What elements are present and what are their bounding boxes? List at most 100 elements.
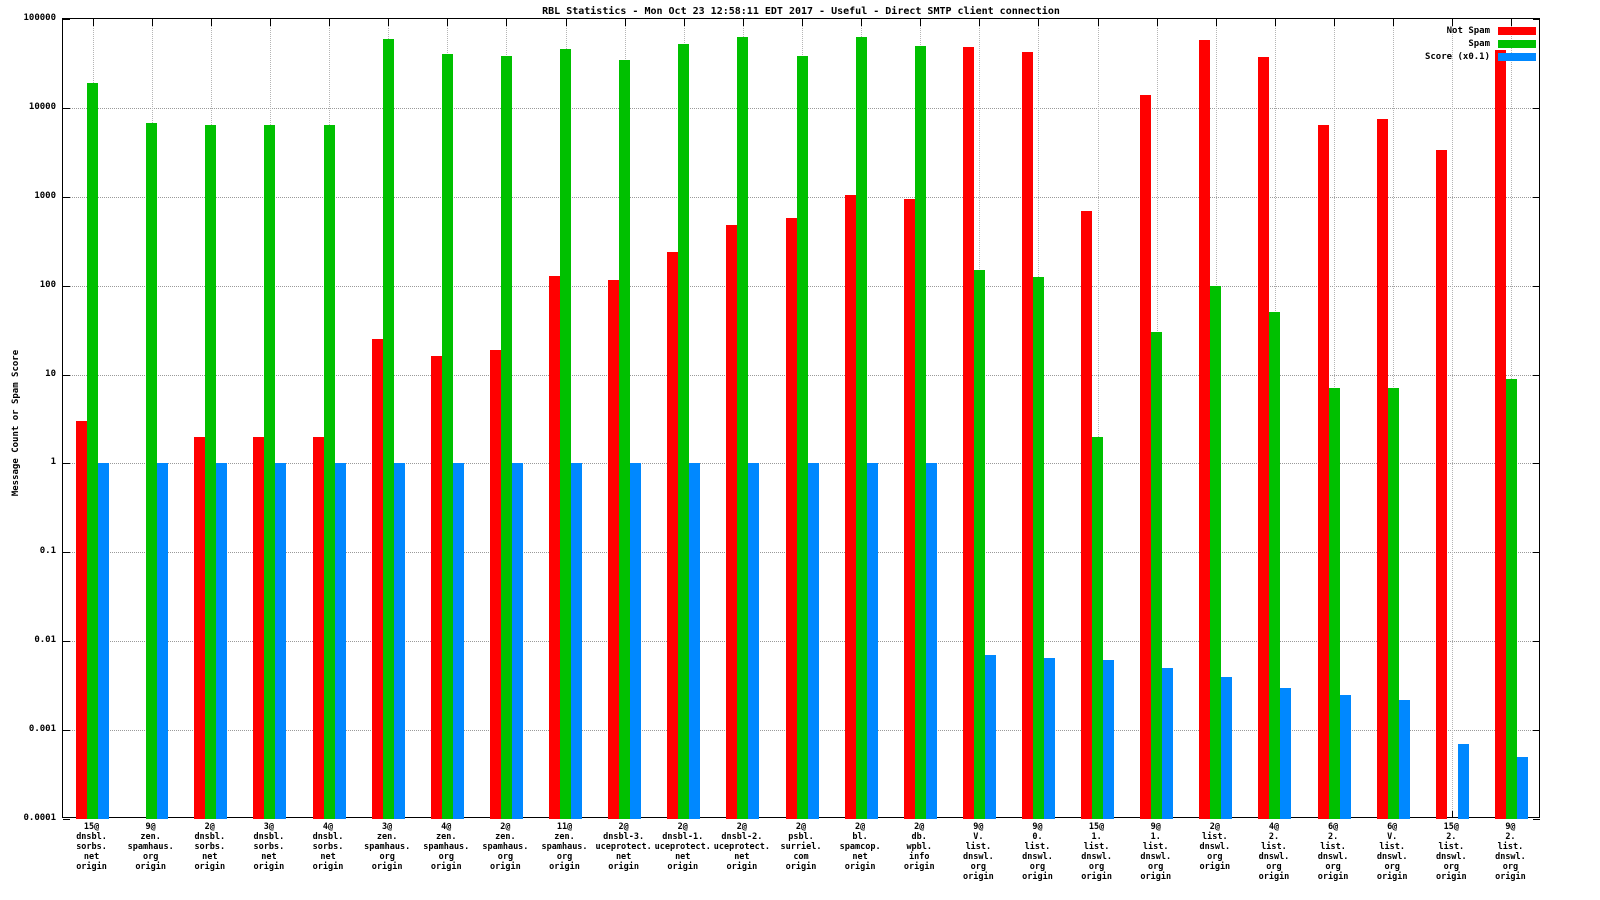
bar-score-x0-1-13 [866,463,878,819]
x-tick-mark [1274,19,1276,26]
bar-not-spam-7 [489,349,501,819]
bar-spam-15 [973,270,985,819]
bar-spam-21 [1328,388,1340,819]
y-tick-mark [63,285,70,287]
bar-not-spam-14 [903,198,915,819]
x-tick-mark [1038,19,1040,26]
x-category-label: 9@ 0. list. dnswl. org origin [1022,822,1053,883]
bar-not-spam-3 [253,436,265,819]
y-tick-mark [1533,819,1540,820]
y-tick-mark [63,819,70,820]
bar-score-x0-1-16 [1043,657,1055,819]
bar-spam-19 [1210,285,1222,819]
bar-not-spam-2 [194,436,206,819]
bar-score-x0-1-12 [807,463,819,819]
x-gridline [1452,19,1454,817]
legend-label: Not Spam [1446,25,1490,36]
x-category-label: 6@ V. list. dnswl. org origin [1376,822,1408,883]
x-category-label: 3@ zen. spamhaus. org origin [364,822,411,873]
x-category-label: 9@ 2. list. dnswl. org origin [1495,822,1526,883]
bar-not-spam-20 [1258,57,1270,819]
y-tick-mark [63,196,70,198]
bar-not-spam-9 [608,280,620,819]
x-tick-mark [329,19,331,26]
bar-not-spam-19 [1199,40,1211,819]
bar-not-spam-8 [549,275,561,819]
x-category-label: 6@ 2. list. dnswl. org origin [1317,822,1349,883]
x-tick-mark [742,19,744,26]
y-tick-mark [63,463,70,465]
bar-score-x0-1-7 [511,463,523,819]
bar-spam-22 [1387,388,1399,819]
bar-not-spam-24 [1494,49,1506,819]
y-axis-label: Message Count or Spam Score [11,349,21,497]
bar-score-x0-1-15 [984,654,996,819]
bar-score-x0-1-6 [452,463,464,819]
bar-score-x0-1-18 [1162,667,1174,819]
x-tick-mark [683,19,685,26]
bar-not-spam-4 [312,436,324,819]
legend-swatch [1498,39,1536,48]
x-category-label: 2@ bl. spamcop. net origin [839,822,881,873]
bar-spam-18 [1151,332,1163,819]
bar-spam-17 [1092,436,1104,819]
bar-score-x0-1-8 [571,463,583,819]
y-tick-label: 1000 [34,190,56,201]
chart-title: RBL Statistics - Mon Oct 23 12:58:11 EDT… [542,6,1060,17]
bar-spam-20 [1269,312,1281,819]
bar-not-spam-15 [962,47,974,819]
legend-swatch [1498,52,1536,61]
bar-score-x0-1-11 [748,463,760,819]
bar-spam-6 [441,54,453,819]
x-tick-mark [861,19,863,26]
bar-score-x0-1-1 [157,463,169,819]
x-category-label: 2@ db. wpbl. info origin [903,822,935,873]
x-tick-mark [1452,811,1454,818]
bar-score-x0-1-17 [1103,659,1115,819]
x-tick-mark [920,19,922,26]
bar-spam-14 [914,45,926,819]
bar-not-spam-16 [1021,52,1033,819]
bar-score-x0-1-24 [1516,756,1528,819]
legend: Not Spam Spam Score (x0.1) [1425,24,1536,63]
x-tick-mark [1334,19,1336,26]
legend-row: Score (x0.1) [1425,50,1536,63]
x-category-label: 2@ dnsbl-3. uceprotect. net origin [595,822,652,873]
bar-not-spam-21 [1317,124,1329,819]
x-tick-mark [1156,19,1158,26]
legend-label: Score (x0.1) [1424,51,1490,62]
y-tick-mark [1533,552,1540,554]
y-tick-mark [1533,196,1540,198]
bar-score-x0-1-19 [1221,676,1233,819]
bar-spam-2 [205,124,217,819]
x-category-label: 2@ dnsbl-1. uceprotect. net origin [654,822,711,873]
y-tick-mark [1533,107,1540,109]
x-category-label: 2@ dnsbl-2. uceprotect. net origin [713,822,771,873]
x-tick-mark [1393,19,1395,26]
x-tick-mark [1097,19,1099,26]
y-tick-label: 0.1 [39,546,56,557]
bar-spam-12 [796,56,808,819]
bar-score-x0-1-0 [98,463,110,819]
x-tick-mark [1511,19,1513,26]
bar-score-x0-1-9 [630,463,642,819]
bar-not-spam-0 [76,421,88,819]
x-category-label: 2@ dnsbl. sorbs. net origin [194,822,226,873]
y-tick-label: 0.01 [34,635,56,646]
y-tick-label: 10000 [28,101,56,112]
x-category-label: 11@ zen. spamhaus. org origin [541,822,588,873]
legend-swatch [1498,26,1536,35]
x-tick-mark [506,19,508,26]
y-tick-mark [63,730,70,732]
y-tick-mark [1533,285,1540,287]
bar-spam-7 [500,56,512,819]
y-tick-label: 100 [39,279,56,290]
bar-spam-13 [855,37,867,819]
bar-score-x0-1-20 [1280,687,1292,819]
x-category-label: 2@ list. dnswl. org origin [1199,822,1231,873]
bar-not-spam-12 [785,218,797,819]
x-tick-mark [388,19,390,26]
bar-not-spam-17 [1081,210,1093,819]
legend-row: Spam [1425,37,1536,50]
